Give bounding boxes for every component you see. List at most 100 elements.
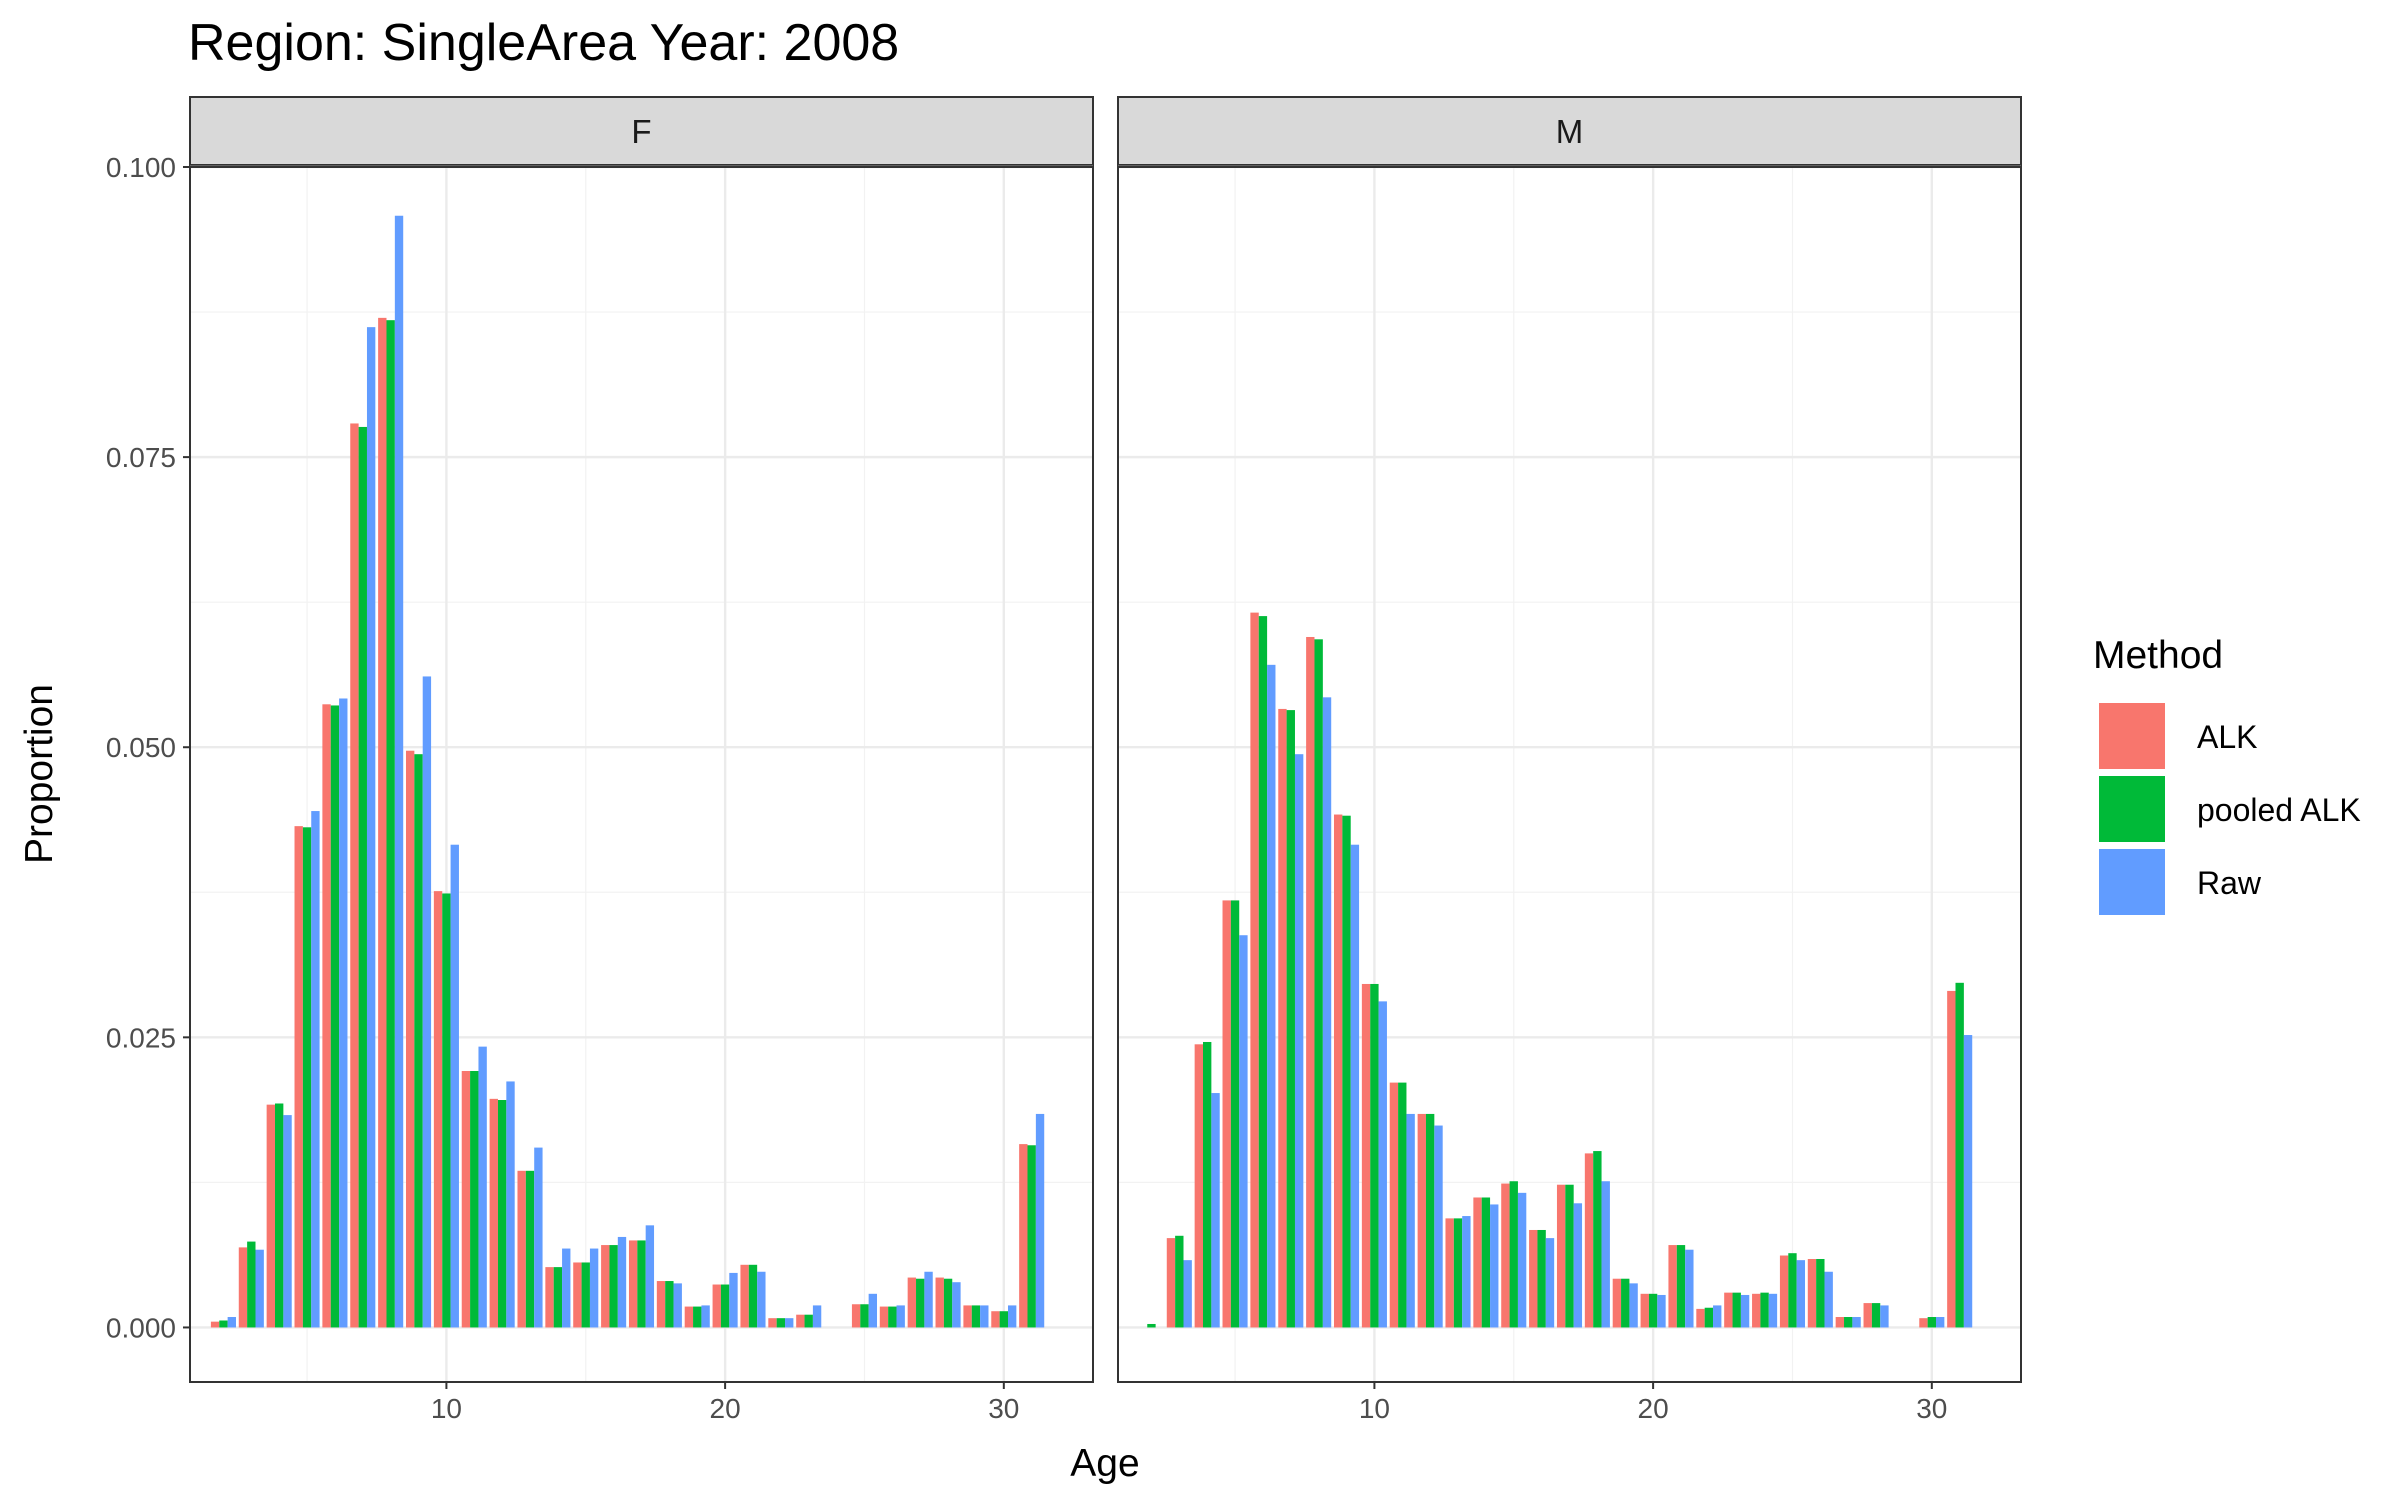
bar-M-age-24-alk — [1752, 1293, 1761, 1328]
bar-F-age-11-raw — [478, 1046, 487, 1328]
facet-strip — [189, 96, 1094, 166]
bar-F-age-5-pooled-alk — [302, 827, 312, 1328]
bar-F-age-16-alk — [601, 1245, 610, 1328]
bar-F-age-4-pooled-alk — [275, 1103, 284, 1328]
bar-F-age-22-raw — [785, 1318, 794, 1328]
bar-F-age-25-alk — [851, 1304, 861, 1328]
bar-F-age-30-alk — [991, 1311, 1000, 1328]
bar-F-age-15-alk — [573, 1262, 582, 1328]
bar-M-age-7-alk — [1278, 708, 1287, 1328]
bar-M-age-5-alk — [1222, 900, 1231, 1328]
bar-M-age-7-pooled-alk — [1286, 710, 1295, 1328]
bar-M-age-19-raw — [1629, 1283, 1638, 1328]
panel-border — [189, 166, 1094, 1383]
bar-F-age-6-pooled-alk — [330, 705, 340, 1328]
bar-F-age-4-alk — [266, 1104, 276, 1328]
bar-M-age-11-raw — [1406, 1113, 1415, 1328]
bar-M-age-27-raw — [1852, 1317, 1861, 1328]
bar-M-age-5-pooled-alk — [1230, 900, 1240, 1328]
bar-F-age-13-raw — [534, 1147, 543, 1328]
bar-M-age-9-raw — [1350, 844, 1360, 1328]
bar-M-age-22-raw — [1713, 1305, 1722, 1328]
panel-border — [1117, 166, 2022, 1383]
bars — [1147, 612, 1973, 1328]
bar-F-age-16-pooled-alk — [609, 1245, 618, 1328]
bar-M-age-11-pooled-alk — [1398, 1082, 1407, 1328]
bar-F-age-2-raw — [227, 1317, 236, 1328]
bar-F-age-14-pooled-alk — [553, 1267, 563, 1328]
bar-M-age-16-raw — [1545, 1238, 1555, 1328]
bar-F-age-25-raw — [868, 1293, 878, 1328]
bar-M-age-30-alk — [1919, 1318, 1928, 1328]
x-tick-label: 20 — [710, 1393, 741, 1424]
bar-F-age-5-alk — [294, 826, 303, 1328]
bar-F-age-13-alk — [517, 1170, 526, 1328]
bar-F-age-2-pooled-alk — [219, 1320, 228, 1328]
bar-F-age-21-pooled-alk — [748, 1264, 758, 1328]
bar-F-age-28-raw — [952, 1282, 961, 1328]
bar-F-age-17-alk — [628, 1240, 638, 1328]
bar-M-age-26-raw — [1824, 1271, 1833, 1328]
x-tick-label: 10 — [1359, 1393, 1390, 1424]
bar-F-age-23-raw — [812, 1305, 822, 1328]
bar-F-age-14-alk — [545, 1267, 554, 1328]
bar-F-age-26-raw — [896, 1305, 905, 1328]
bar-M-age-22-alk — [1696, 1308, 1705, 1328]
x-tick-label: 30 — [1916, 1393, 1947, 1424]
bar-F-age-9-alk — [405, 750, 415, 1328]
bar-M-age-10-alk — [1361, 983, 1371, 1328]
y-tick-label: 0.025 — [106, 1022, 176, 1053]
legend-item-raw: Raw — [2099, 849, 2262, 915]
bar-F-age-21-alk — [740, 1264, 749, 1328]
y-tick-label: 0.000 — [106, 1312, 176, 1343]
legend-label: Raw — [2197, 865, 2262, 901]
bar-F-age-6-alk — [322, 704, 331, 1328]
bar-F-age-5-raw — [311, 811, 320, 1328]
bar-M-age-19-alk — [1612, 1278, 1622, 1328]
bar-M-age-22-pooled-alk — [1704, 1307, 1714, 1328]
bar-M-age-5-raw — [1239, 935, 1248, 1328]
bar-M-age-3-alk — [1166, 1238, 1176, 1328]
facet-panel-M: M 10 20 30 — [1117, 96, 2022, 1424]
bar-F-age-18-pooled-alk — [665, 1281, 674, 1328]
y-tick-label: 0.075 — [106, 442, 176, 473]
bar-M-age-13-raw — [1462, 1216, 1471, 1328]
bar-M-age-15-pooled-alk — [1509, 1181, 1518, 1328]
bar-F-age-29-raw — [980, 1305, 989, 1328]
legend-key — [2099, 776, 2165, 842]
bar-F-age-16-raw — [617, 1236, 627, 1328]
bar-F-age-7-pooled-alk — [358, 426, 367, 1328]
facet-strip-label: M — [1556, 113, 1584, 150]
bar-M-age-2-pooled-alk — [1147, 1323, 1156, 1328]
bar-F-age-14-raw — [562, 1248, 571, 1328]
bar-F-age-12-raw — [506, 1081, 515, 1328]
bar-M-age-8-pooled-alk — [1314, 639, 1323, 1328]
bar-M-age-31-alk — [1947, 990, 1956, 1328]
x-tick-label: 20 — [1638, 1393, 1669, 1424]
bar-M-age-15-alk — [1501, 1183, 1510, 1328]
y-axis-title: Proportion — [18, 684, 61, 864]
bar-F-age-7-alk — [350, 423, 359, 1328]
bar-M-age-8-alk — [1306, 636, 1315, 1328]
bar-M-age-8-raw — [1322, 697, 1332, 1328]
bar-F-age-4-raw — [283, 1115, 292, 1328]
bar-F-age-15-pooled-alk — [581, 1262, 590, 1328]
bar-F-age-27-raw — [924, 1271, 933, 1328]
bar-M-age-6-pooled-alk — [1258, 616, 1268, 1328]
bar-F-age-22-alk — [768, 1318, 777, 1328]
bar-F-age-17-pooled-alk — [637, 1240, 646, 1328]
bar-F-age-9-pooled-alk — [414, 754, 423, 1328]
legend-label: ALK — [2197, 719, 2257, 755]
bar-M-age-20-pooled-alk — [1648, 1293, 1658, 1328]
bar-M-age-17-pooled-alk — [1565, 1184, 1574, 1328]
bar-M-age-18-raw — [1601, 1181, 1610, 1328]
bar-F-age-2-alk — [210, 1321, 220, 1328]
bars — [210, 215, 1045, 1328]
legend-item-pooled-alk: pooled ALK — [2099, 776, 2361, 842]
bar-M-age-16-pooled-alk — [1537, 1229, 1546, 1328]
bar-M-age-21-raw — [1685, 1249, 1694, 1328]
bar-M-age-25-raw — [1796, 1260, 1806, 1328]
bar-M-age-25-alk — [1779, 1255, 1789, 1328]
bar-M-age-6-raw — [1267, 664, 1276, 1328]
